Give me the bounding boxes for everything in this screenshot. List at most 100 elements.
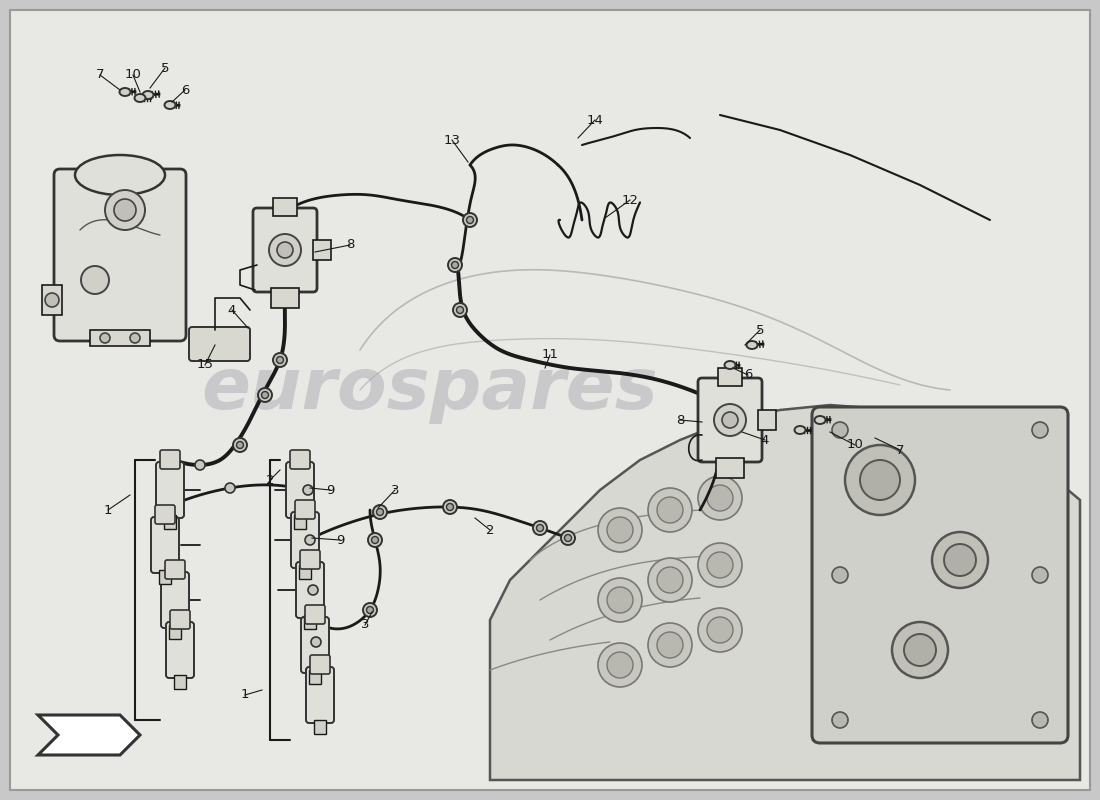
FancyBboxPatch shape bbox=[290, 450, 310, 469]
Circle shape bbox=[1032, 712, 1048, 728]
Text: 8: 8 bbox=[675, 414, 684, 426]
Circle shape bbox=[707, 617, 733, 643]
Circle shape bbox=[262, 391, 268, 398]
Circle shape bbox=[45, 293, 59, 307]
FancyBboxPatch shape bbox=[155, 505, 175, 524]
Circle shape bbox=[104, 190, 145, 230]
Text: 10: 10 bbox=[124, 69, 142, 82]
Circle shape bbox=[373, 505, 387, 519]
Circle shape bbox=[944, 544, 976, 576]
Circle shape bbox=[707, 552, 733, 578]
Bar bbox=[304, 615, 316, 629]
Bar bbox=[758, 410, 776, 430]
Text: 1: 1 bbox=[103, 503, 112, 517]
Circle shape bbox=[657, 497, 683, 523]
Circle shape bbox=[860, 460, 900, 500]
Circle shape bbox=[561, 531, 575, 545]
FancyBboxPatch shape bbox=[160, 450, 180, 469]
Circle shape bbox=[648, 558, 692, 602]
Bar bbox=[90, 330, 150, 346]
FancyBboxPatch shape bbox=[166, 622, 194, 678]
Circle shape bbox=[607, 517, 632, 543]
Circle shape bbox=[607, 587, 632, 613]
Circle shape bbox=[648, 488, 692, 532]
Circle shape bbox=[447, 503, 453, 510]
Circle shape bbox=[448, 258, 462, 272]
FancyBboxPatch shape bbox=[698, 378, 762, 462]
Circle shape bbox=[537, 525, 543, 531]
Circle shape bbox=[904, 634, 936, 666]
Circle shape bbox=[698, 543, 742, 587]
Circle shape bbox=[276, 357, 284, 363]
Circle shape bbox=[564, 534, 572, 542]
Circle shape bbox=[451, 262, 459, 269]
Text: eurospares: eurospares bbox=[201, 355, 659, 425]
Circle shape bbox=[714, 404, 746, 436]
Circle shape bbox=[707, 485, 733, 511]
FancyBboxPatch shape bbox=[189, 327, 250, 361]
Circle shape bbox=[832, 422, 848, 438]
Circle shape bbox=[443, 500, 456, 514]
Ellipse shape bbox=[143, 91, 154, 99]
Text: 9: 9 bbox=[326, 483, 334, 497]
Circle shape bbox=[372, 537, 378, 543]
FancyBboxPatch shape bbox=[10, 10, 1090, 790]
Ellipse shape bbox=[747, 341, 758, 349]
Bar bbox=[299, 565, 311, 579]
Circle shape bbox=[607, 652, 632, 678]
Bar bbox=[294, 515, 306, 529]
Text: 2: 2 bbox=[486, 523, 494, 537]
Circle shape bbox=[302, 485, 313, 495]
Text: 1: 1 bbox=[241, 689, 250, 702]
Circle shape bbox=[81, 266, 109, 294]
Ellipse shape bbox=[75, 155, 165, 195]
Bar bbox=[314, 720, 326, 734]
FancyBboxPatch shape bbox=[170, 610, 190, 629]
Circle shape bbox=[845, 445, 915, 515]
Text: 12: 12 bbox=[621, 194, 638, 206]
Text: 7: 7 bbox=[96, 69, 104, 82]
Circle shape bbox=[463, 213, 477, 227]
FancyBboxPatch shape bbox=[151, 517, 179, 573]
Circle shape bbox=[273, 353, 287, 367]
Bar bbox=[160, 570, 170, 584]
FancyBboxPatch shape bbox=[306, 667, 334, 723]
Bar bbox=[174, 675, 186, 689]
Text: 14: 14 bbox=[586, 114, 604, 126]
Text: 5: 5 bbox=[161, 62, 169, 74]
FancyBboxPatch shape bbox=[301, 617, 329, 673]
Circle shape bbox=[657, 567, 683, 593]
Circle shape bbox=[258, 388, 272, 402]
Polygon shape bbox=[39, 715, 140, 755]
Circle shape bbox=[698, 476, 742, 520]
Circle shape bbox=[453, 303, 468, 317]
Bar bbox=[314, 240, 331, 260]
Circle shape bbox=[114, 199, 136, 221]
Circle shape bbox=[1032, 422, 1048, 438]
Text: 2: 2 bbox=[266, 474, 274, 486]
FancyBboxPatch shape bbox=[296, 562, 324, 618]
Text: 8: 8 bbox=[345, 238, 354, 251]
FancyBboxPatch shape bbox=[300, 550, 320, 569]
Text: 3: 3 bbox=[361, 618, 370, 631]
Circle shape bbox=[598, 508, 642, 552]
Circle shape bbox=[1032, 567, 1048, 583]
FancyBboxPatch shape bbox=[295, 500, 315, 519]
Circle shape bbox=[657, 632, 683, 658]
Ellipse shape bbox=[120, 88, 131, 96]
FancyBboxPatch shape bbox=[54, 169, 186, 341]
Circle shape bbox=[233, 438, 248, 452]
Bar bbox=[42, 285, 62, 315]
Ellipse shape bbox=[814, 416, 825, 424]
Circle shape bbox=[376, 509, 384, 515]
Text: 5: 5 bbox=[756, 323, 764, 337]
Circle shape bbox=[226, 483, 235, 493]
Circle shape bbox=[698, 608, 742, 652]
Bar bbox=[164, 515, 176, 529]
Circle shape bbox=[195, 460, 205, 470]
Bar bbox=[273, 198, 297, 216]
FancyBboxPatch shape bbox=[305, 605, 324, 624]
Ellipse shape bbox=[165, 101, 176, 109]
FancyBboxPatch shape bbox=[286, 462, 313, 518]
Text: 3: 3 bbox=[390, 483, 399, 497]
